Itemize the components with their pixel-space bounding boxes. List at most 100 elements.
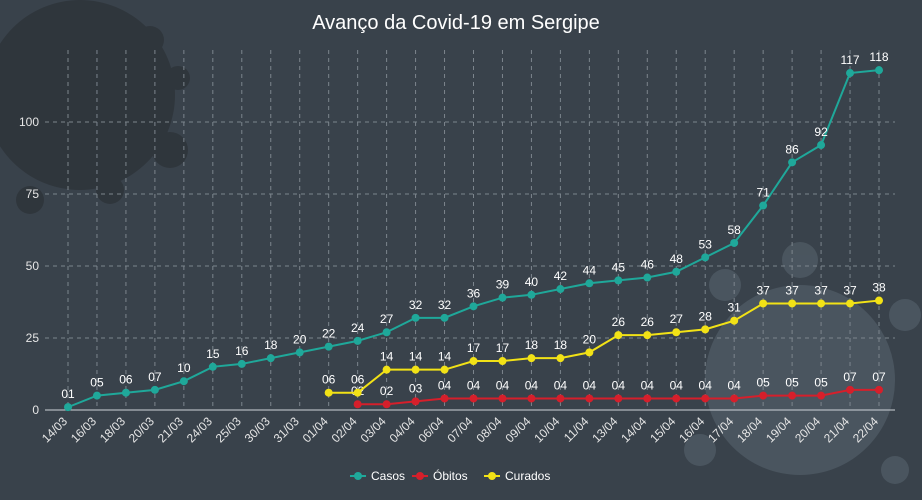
x-tick-label: 15/04 (647, 414, 678, 445)
data-point (759, 201, 768, 210)
data-point (643, 273, 652, 282)
data-point (353, 388, 362, 397)
data-label: 01 (61, 387, 75, 401)
data-label: 17 (467, 341, 481, 355)
data-point (150, 385, 159, 394)
data-point (498, 357, 507, 366)
data-point (556, 394, 565, 403)
x-tick-label: 25/03 (213, 414, 244, 445)
data-label: 37 (814, 283, 828, 297)
data-point (701, 325, 710, 334)
data-point (701, 253, 710, 262)
data-label: 05 (756, 376, 770, 390)
data-label: 02 (380, 384, 394, 398)
data-label: 14 (409, 350, 423, 364)
y-tick-label: 50 (26, 259, 40, 273)
data-label: 15 (206, 347, 220, 361)
data-label: 18 (554, 338, 568, 352)
data-point (817, 391, 826, 400)
x-tick-label: 08/04 (473, 414, 504, 445)
data-point (817, 141, 826, 150)
data-point (672, 267, 681, 276)
data-label: 04 (525, 378, 539, 392)
data-point (469, 357, 478, 366)
data-label: 04 (496, 378, 510, 392)
data-point (440, 394, 449, 403)
data-point (614, 276, 623, 285)
x-tick-label: 14/03 (39, 414, 70, 445)
x-tick-label: 14/04 (618, 414, 649, 445)
data-label: 118 (869, 50, 888, 64)
legend-item-curados: Curados (484, 469, 550, 483)
data-point (788, 299, 797, 308)
data-label: 14 (380, 350, 394, 364)
data-point (788, 391, 797, 400)
data-label: 44 (583, 263, 597, 277)
x-tick-label: 03/04 (358, 414, 389, 445)
data-label: 37 (785, 283, 799, 297)
data-label: 36 (467, 286, 481, 300)
data-point (643, 331, 652, 340)
chart-title: Avanço da Covid-19 em Sergipe (312, 12, 600, 34)
data-point (411, 313, 420, 322)
data-label: 24 (351, 321, 365, 335)
x-tick-label: 04/04 (387, 414, 418, 445)
x-tick-label: 20/03 (126, 414, 157, 445)
x-tick-label: 02/04 (329, 414, 360, 445)
data-label: 39 (496, 278, 510, 292)
legend-marker (416, 472, 424, 480)
y-tick-label: 25 (26, 331, 40, 345)
data-label: 06 (322, 373, 336, 387)
data-point (440, 365, 449, 374)
data-point (469, 394, 478, 403)
data-point (469, 302, 478, 311)
data-label: 04 (699, 378, 713, 392)
data-point (237, 359, 246, 368)
data-label: 18 (525, 338, 539, 352)
data-label: 42 (554, 269, 568, 283)
data-point (382, 400, 391, 409)
x-tick-label: 10/04 (531, 414, 562, 445)
data-label: 86 (785, 142, 799, 156)
x-tick-label: 06/04 (416, 414, 447, 445)
data-point (875, 66, 883, 75)
legend-label: Óbitos (433, 468, 468, 483)
data-point (527, 290, 536, 299)
data-point (614, 331, 623, 340)
data-point (92, 391, 101, 400)
data-label: 71 (756, 186, 770, 200)
x-tick-label: 11/04 (561, 414, 592, 445)
data-label: 18 (264, 338, 278, 352)
data-label: 40 (525, 275, 539, 289)
data-label: 37 (756, 283, 770, 297)
data-point (382, 365, 391, 374)
data-label: 04 (641, 378, 655, 392)
series-óbitos: 02020304040404040404040404040505050707 (351, 370, 886, 409)
data-point (266, 354, 275, 363)
data-point (556, 354, 565, 363)
data-label: 14 (438, 350, 452, 364)
legend-label: Curados (505, 469, 550, 483)
data-point (672, 328, 681, 337)
data-label: 06 (351, 373, 365, 387)
data-point (440, 313, 449, 322)
data-point (614, 394, 623, 403)
data-point (585, 348, 594, 357)
data-point (324, 388, 333, 397)
data-point (498, 394, 507, 403)
data-point (846, 299, 855, 308)
data-label: 53 (699, 237, 713, 251)
data-label: 27 (380, 312, 394, 326)
data-point (759, 299, 768, 308)
x-tick-label: 31/03 (271, 414, 302, 445)
data-label: 28 (699, 309, 713, 323)
data-label: 92 (814, 125, 828, 139)
data-point (527, 354, 536, 363)
data-label: 04 (612, 378, 626, 392)
data-label: 117 (840, 53, 859, 67)
x-tick-label: 13/04 (589, 414, 620, 445)
data-label: 05 (90, 376, 104, 390)
data-point (324, 342, 333, 351)
virus-decoration-left (0, 0, 190, 214)
